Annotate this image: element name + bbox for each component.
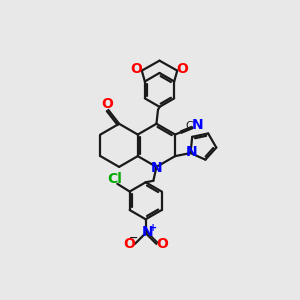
Text: N: N [185,145,197,158]
Text: Cl: Cl [108,172,122,186]
Text: −: − [129,233,138,243]
Text: C: C [185,121,193,131]
Text: O: O [156,237,168,251]
Text: O: O [177,62,189,76]
Text: O: O [124,237,135,251]
Text: N: N [151,161,162,175]
Text: N: N [141,225,153,238]
Text: O: O [101,97,113,111]
Text: +: + [148,223,157,233]
Text: N: N [192,118,203,132]
Text: O: O [130,62,142,76]
